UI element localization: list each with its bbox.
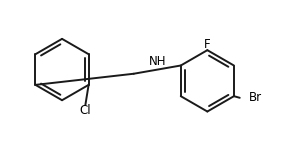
Text: Br: Br (249, 91, 262, 104)
Text: Cl: Cl (80, 104, 91, 117)
Text: NH: NH (149, 55, 166, 68)
Text: F: F (204, 38, 211, 51)
